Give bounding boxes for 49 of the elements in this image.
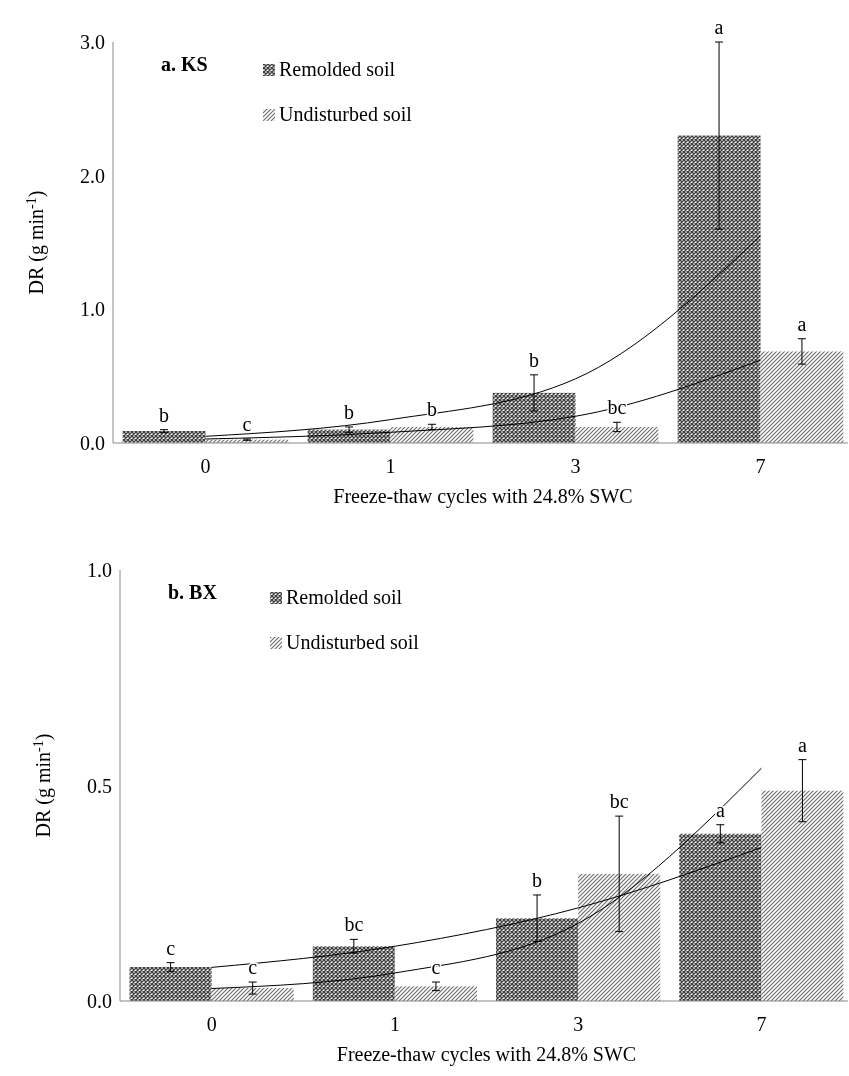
annotation: c [166,936,176,959]
bar [677,135,761,443]
y-tick-label: 0.0 [80,432,105,454]
bar [312,946,395,1001]
x-tick-label: 7 [755,455,766,477]
text: b. BX [168,581,218,603]
x-tick-label: 0 [200,455,211,477]
y-tick-label: 0.5 [87,774,112,797]
annotation: b [532,868,543,891]
line-series [211,767,762,989]
legend-label: Remolded soil [286,586,403,608]
annotation: c [242,412,252,435]
bar [578,873,661,1001]
y-tick-label: 1.0 [87,559,112,581]
annotation: bc [609,790,629,813]
x-tick-label: 1 [389,1013,400,1035]
bar [394,986,477,1001]
annotation: bc [344,913,364,936]
text: a. KS [161,53,208,75]
x-tick-label: 1 [385,455,396,477]
legend-label: Undisturbed soil [286,631,420,653]
annotation: b [344,400,355,423]
bar [760,351,844,443]
bar [496,918,579,1001]
annotation: b [159,403,170,426]
legend-label: Undisturbed soil [279,103,413,125]
text: a [714,16,724,38]
y-tick-label: 2.0 [80,164,105,187]
bar [492,392,576,443]
bar [129,966,212,1001]
annotation: a [797,312,807,335]
bar [122,430,206,443]
bar [211,988,294,1001]
x-axis-title: Freeze-thaw cycles with 24.8% SWC [333,485,633,508]
annotation: a [797,733,807,756]
legend-label: Remolded soil [279,58,396,80]
x-axis-title: Freeze-thaw cycles with 24.8% SWC [336,1043,637,1066]
annotation: b [529,348,540,371]
bar [679,833,762,1001]
y-tick-label: 3.0 [80,31,105,53]
bar [575,426,659,443]
annotation: c [248,956,258,979]
x-tick-label: 3 [573,1013,584,1035]
x-tick-label: 0 [206,1013,217,1035]
bar [761,790,844,1001]
y-tick-label: 0.0 [87,990,112,1012]
x-tick-label: 7 [756,1013,767,1035]
y-tick-label: 1.0 [80,298,105,321]
x-tick-label: 3 [570,455,581,477]
